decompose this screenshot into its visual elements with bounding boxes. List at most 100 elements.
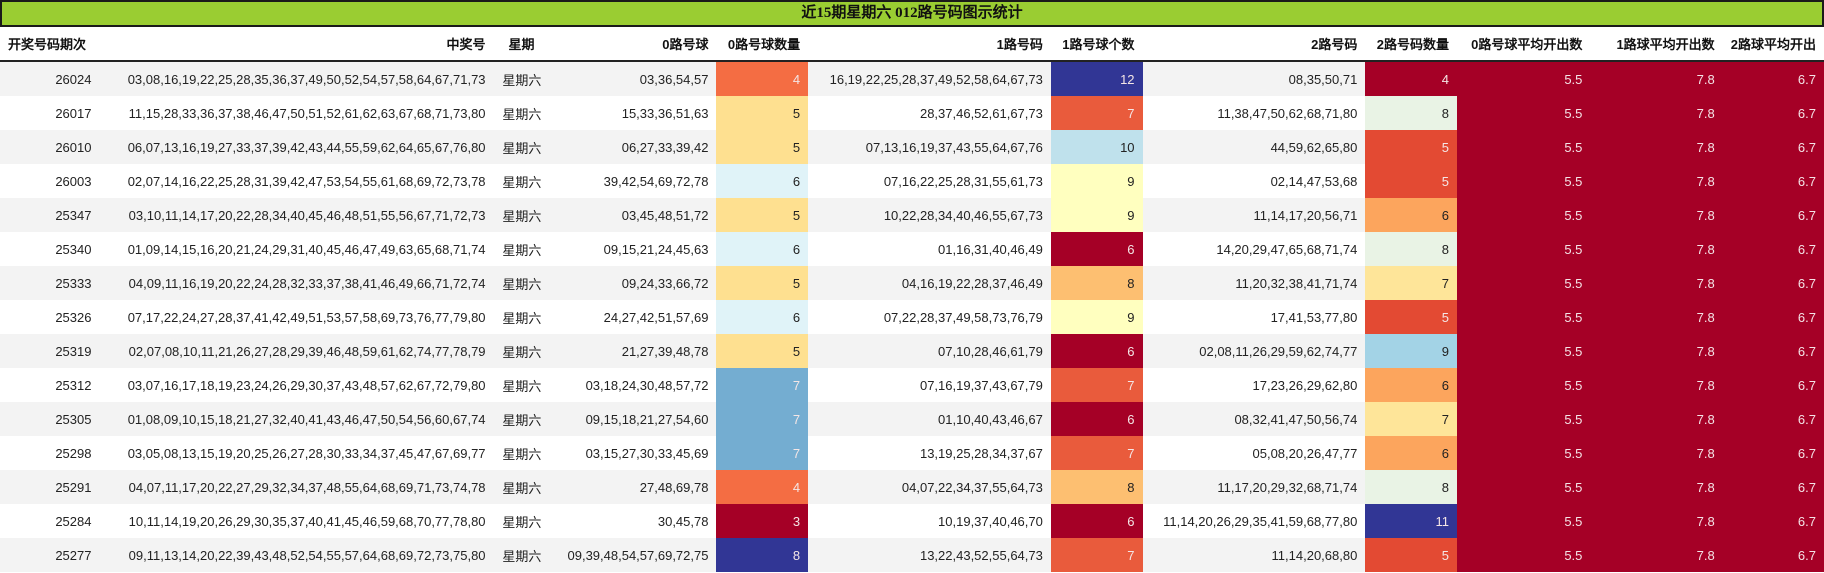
route1-balls-cell: 28,37,46,52,61,67,73 bbox=[808, 96, 1051, 130]
route0-balls-cell: 03,45,48,51,72 bbox=[549, 198, 717, 232]
table-row: 25312 03,07,16,17,18,19,23,24,26,29,30,3… bbox=[0, 368, 1824, 402]
route2-count-cell: 5 bbox=[1365, 130, 1457, 164]
route2-count-cell: 7 bbox=[1365, 266, 1457, 300]
table-row: 26024 03,08,16,19,22,25,28,35,36,37,49,5… bbox=[0, 61, 1824, 96]
weekday-cell: 星期六 bbox=[493, 470, 550, 504]
route2-avg-cell: 6.7 bbox=[1722, 164, 1824, 198]
winning-numbers-cell: 03,05,08,13,15,19,20,25,26,27,28,30,33,3… bbox=[99, 436, 494, 470]
route0-count-cell: 5 bbox=[716, 334, 809, 368]
route1-balls-cell: 01,16,31,40,46,49 bbox=[808, 232, 1051, 266]
route2-avg-cell: 6.7 bbox=[1722, 198, 1824, 232]
period-cell: 25305 bbox=[0, 402, 100, 436]
route1-avg-cell: 7.8 bbox=[1590, 96, 1723, 130]
route0-balls-cell: 39,42,54,69,72,78 bbox=[549, 164, 717, 198]
col-header-weekday[interactable]: 星期 bbox=[493, 27, 550, 62]
route0-avg-cell: 5.5 bbox=[1457, 198, 1591, 232]
col-header-route2-balls[interactable]: 2路号码 bbox=[1142, 27, 1366, 62]
winning-numbers-cell: 02,07,14,16,22,25,28,31,39,42,47,53,54,5… bbox=[99, 164, 494, 198]
col-header-route2-count[interactable]: 2路号码数量 bbox=[1365, 27, 1457, 62]
table-row: 26003 02,07,14,16,22,25,28,31,39,42,47,5… bbox=[0, 164, 1824, 198]
table-row: 25333 04,09,11,16,19,20,22,24,28,32,33,3… bbox=[0, 266, 1824, 300]
table-row: 25277 09,11,13,14,20,22,39,43,48,52,54,5… bbox=[0, 538, 1824, 572]
route2-balls-cell: 17,23,26,29,62,80 bbox=[1142, 368, 1366, 402]
period-cell: 25319 bbox=[0, 334, 100, 368]
route1-count-cell: 7 bbox=[1050, 96, 1143, 130]
route2-count-cell: 6 bbox=[1365, 198, 1457, 232]
winning-numbers-cell: 07,17,22,24,27,28,37,41,42,49,51,53,57,5… bbox=[99, 300, 494, 334]
weekday-cell: 星期六 bbox=[493, 130, 550, 164]
route2-avg-cell: 6.7 bbox=[1722, 470, 1824, 504]
route2-count-cell: 5 bbox=[1365, 300, 1457, 334]
route0-avg-cell: 5.5 bbox=[1457, 61, 1591, 96]
route1-avg-cell: 7.8 bbox=[1590, 504, 1723, 538]
route0-avg-cell: 5.5 bbox=[1457, 130, 1591, 164]
route1-balls-cell: 07,16,19,37,43,67,79 bbox=[808, 368, 1051, 402]
route1-avg-cell: 7.8 bbox=[1590, 164, 1723, 198]
route2-avg-cell: 6.7 bbox=[1722, 436, 1824, 470]
weekday-cell: 星期六 bbox=[493, 61, 550, 96]
col-header-route1-count[interactable]: 1路号球个数 bbox=[1050, 27, 1143, 62]
route0-count-cell: 3 bbox=[716, 504, 809, 538]
route2-count-cell: 5 bbox=[1365, 164, 1457, 198]
route2-balls-cell: 11,20,32,38,41,71,74 bbox=[1142, 266, 1366, 300]
table-row: 25305 01,08,09,10,15,18,21,27,32,40,41,4… bbox=[0, 402, 1824, 436]
route1-balls-cell: 04,07,22,34,37,55,64,73 bbox=[808, 470, 1051, 504]
col-header-route0-avg[interactable]: 0路号球平均开出数 bbox=[1457, 27, 1591, 62]
route0-count-cell: 4 bbox=[716, 470, 809, 504]
col-header-period[interactable]: 开奖号码期次 bbox=[0, 27, 100, 62]
route2-balls-cell: 14,20,29,47,65,68,71,74 bbox=[1142, 232, 1366, 266]
weekday-cell: 星期六 bbox=[493, 300, 550, 334]
route1-balls-cell: 01,10,40,43,46,67 bbox=[808, 402, 1051, 436]
winning-numbers-cell: 09,11,13,14,20,22,39,43,48,52,54,55,57,6… bbox=[99, 538, 494, 572]
route2-balls-cell: 08,35,50,71 bbox=[1142, 61, 1366, 96]
route1-balls-cell: 16,19,22,25,28,37,49,52,58,64,67,73 bbox=[808, 61, 1051, 96]
winning-numbers-cell: 01,08,09,10,15,18,21,27,32,40,41,43,46,4… bbox=[99, 402, 494, 436]
route1-avg-cell: 7.8 bbox=[1590, 436, 1723, 470]
winning-numbers-cell: 11,15,28,33,36,37,38,46,47,50,51,52,61,6… bbox=[99, 96, 494, 130]
route1-avg-cell: 7.8 bbox=[1590, 300, 1723, 334]
route2-count-cell: 8 bbox=[1365, 96, 1457, 130]
period-cell: 25333 bbox=[0, 266, 100, 300]
winning-numbers-cell: 03,10,11,14,17,20,22,28,34,40,45,46,48,5… bbox=[99, 198, 494, 232]
route1-balls-cell: 10,22,28,34,40,46,55,67,73 bbox=[808, 198, 1051, 232]
period-cell: 25284 bbox=[0, 504, 100, 538]
col-header-route0-count[interactable]: 0路号球数量 bbox=[716, 27, 809, 62]
weekday-cell: 星期六 bbox=[493, 538, 550, 572]
route2-count-cell: 8 bbox=[1365, 470, 1457, 504]
route1-count-cell: 10 bbox=[1050, 130, 1143, 164]
route0-count-cell: 5 bbox=[716, 96, 809, 130]
route0-count-cell: 7 bbox=[716, 368, 809, 402]
route0-avg-cell: 5.5 bbox=[1457, 470, 1591, 504]
route2-count-cell: 8 bbox=[1365, 232, 1457, 266]
col-header-route1-balls[interactable]: 1路号码 bbox=[808, 27, 1051, 62]
route0-avg-cell: 5.5 bbox=[1457, 368, 1591, 402]
route0-balls-cell: 09,15,18,21,27,54,60 bbox=[549, 402, 717, 436]
route1-count-cell: 8 bbox=[1050, 266, 1143, 300]
winning-numbers-cell: 04,07,11,17,20,22,27,29,32,34,37,48,55,6… bbox=[99, 470, 494, 504]
route0-count-cell: 8 bbox=[716, 538, 809, 572]
route0-balls-cell: 09,39,48,54,57,69,72,75 bbox=[549, 538, 717, 572]
route2-balls-cell: 11,38,47,50,62,68,71,80 bbox=[1142, 96, 1366, 130]
route0-count-cell: 5 bbox=[716, 266, 809, 300]
route0-balls-cell: 09,15,21,24,45,63 bbox=[549, 232, 717, 266]
winning-numbers-cell: 10,11,14,19,20,26,29,30,35,37,40,41,45,4… bbox=[99, 504, 494, 538]
route0-avg-cell: 5.5 bbox=[1457, 96, 1591, 130]
route2-balls-cell: 11,14,20,26,29,35,41,59,68,77,80 bbox=[1142, 504, 1366, 538]
col-header-route2-avg[interactable]: 2路球平均开出 bbox=[1722, 27, 1824, 62]
route2-avg-cell: 6.7 bbox=[1722, 266, 1824, 300]
period-cell: 25326 bbox=[0, 300, 100, 334]
period-cell: 25298 bbox=[0, 436, 100, 470]
route0-count-cell: 5 bbox=[716, 130, 809, 164]
route0-balls-cell: 15,33,36,51,63 bbox=[549, 96, 717, 130]
weekday-cell: 星期六 bbox=[493, 402, 550, 436]
weekday-cell: 星期六 bbox=[493, 266, 550, 300]
col-header-route1-avg[interactable]: 1路球平均开出数 bbox=[1590, 27, 1723, 62]
route2-balls-cell: 44,59,62,65,80 bbox=[1142, 130, 1366, 164]
route2-count-cell: 6 bbox=[1365, 368, 1457, 402]
route0-avg-cell: 5.5 bbox=[1457, 402, 1591, 436]
col-header-numbers[interactable]: 中奖号 bbox=[99, 27, 494, 62]
route2-balls-cell: 11,14,20,68,80 bbox=[1142, 538, 1366, 572]
col-header-route0-balls[interactable]: 0路号球 bbox=[549, 27, 717, 62]
route0-count-cell: 7 bbox=[716, 436, 809, 470]
route1-count-cell: 9 bbox=[1050, 198, 1143, 232]
